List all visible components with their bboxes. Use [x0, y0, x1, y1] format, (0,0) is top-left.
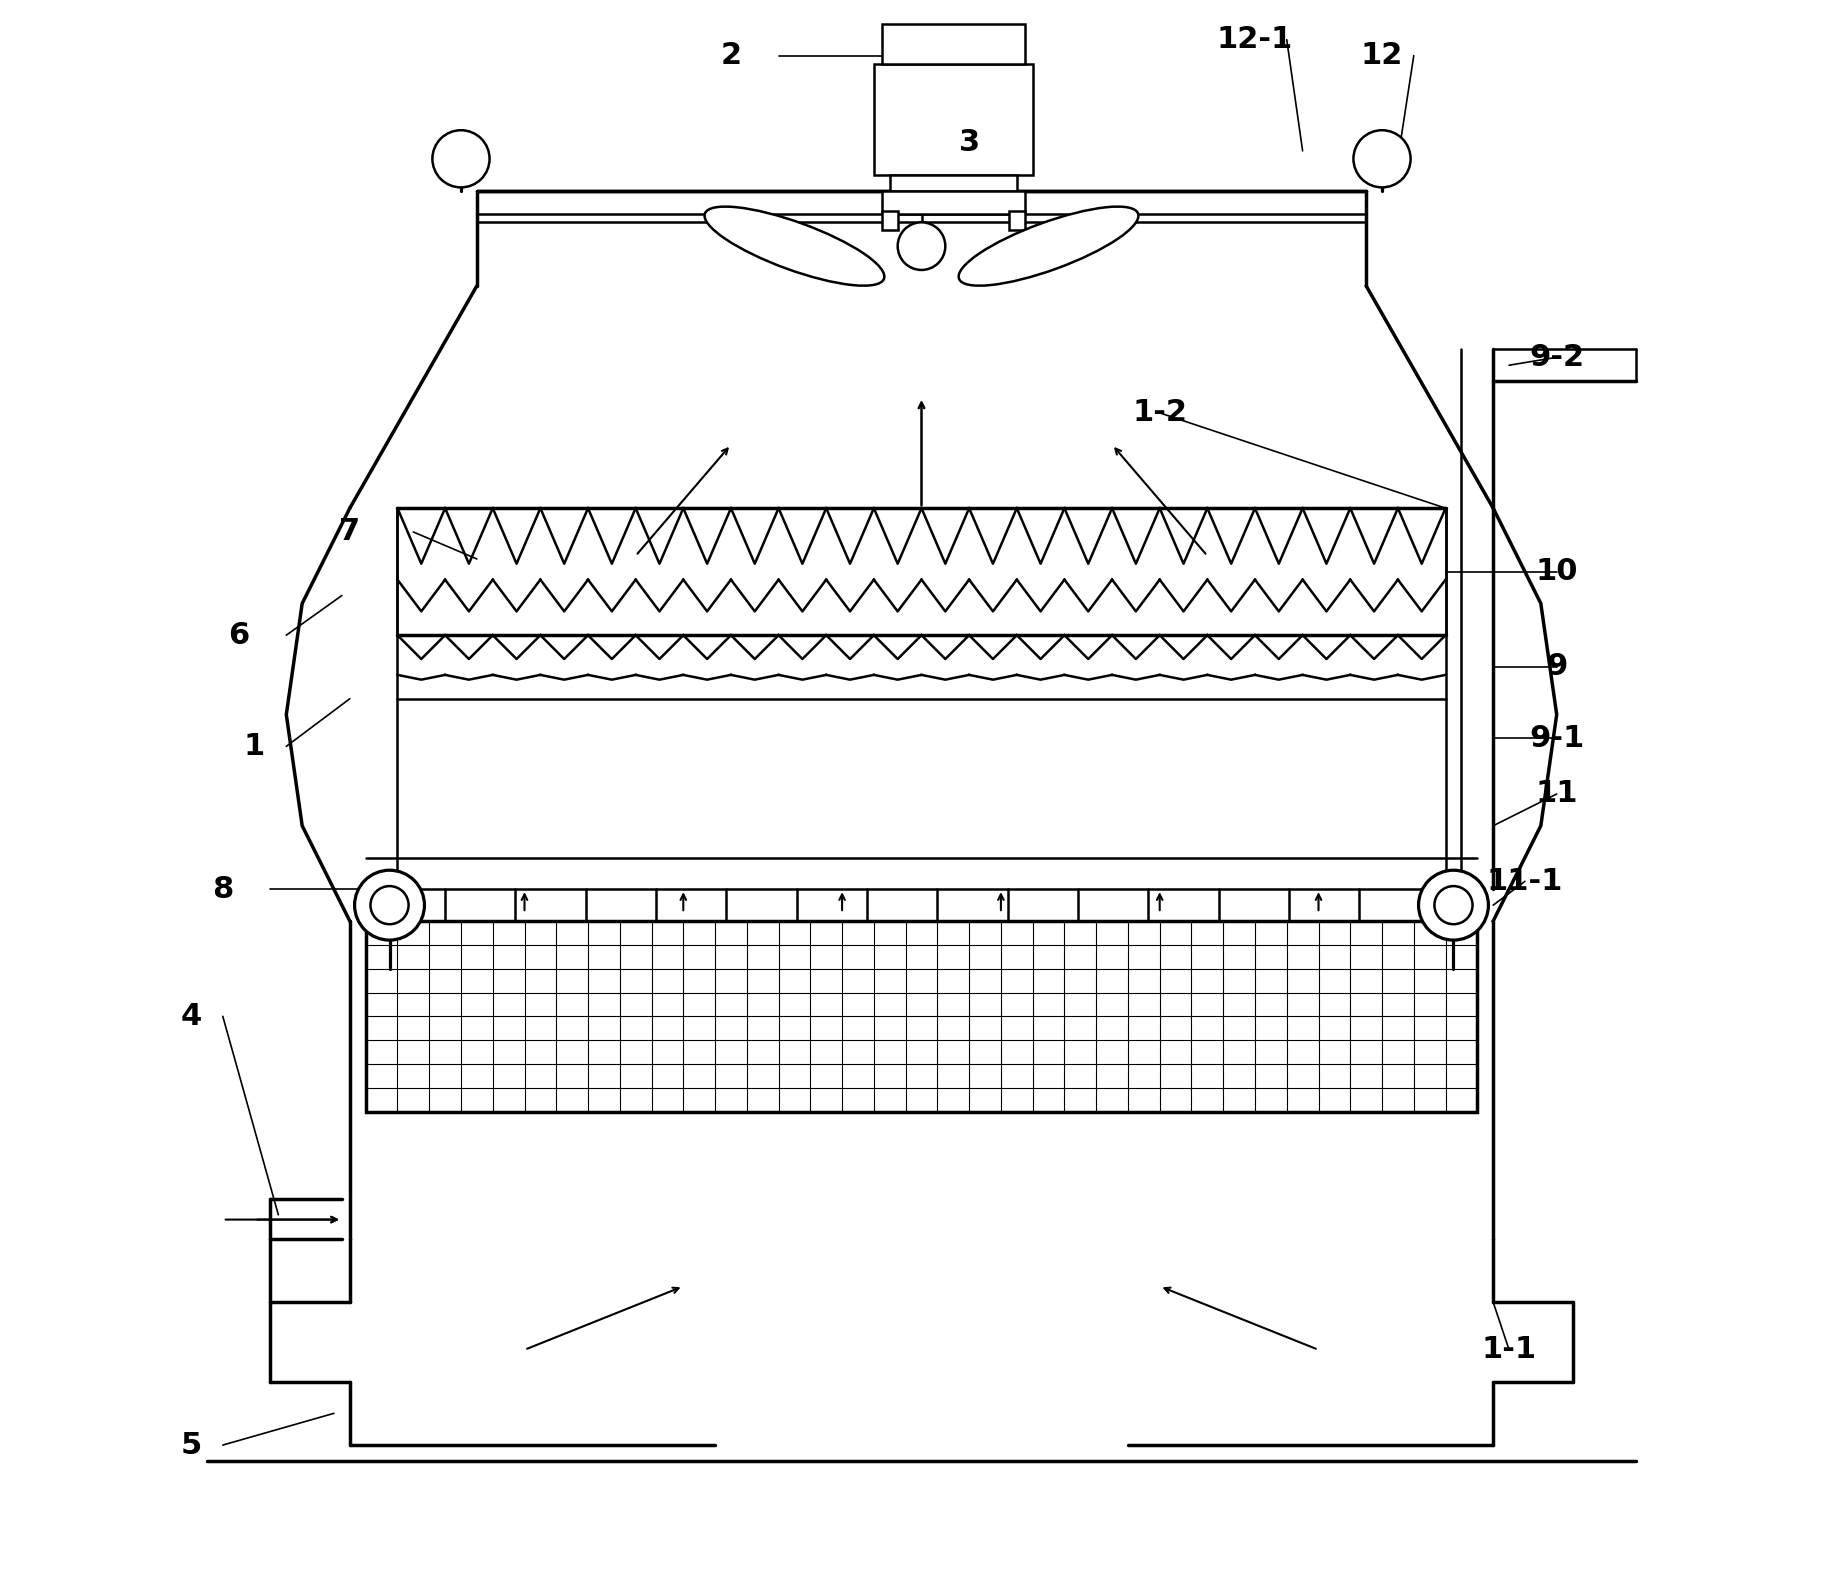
Text: 1-1: 1-1 — [1482, 1336, 1537, 1364]
Text: 12-1: 12-1 — [1216, 25, 1294, 54]
Circle shape — [1434, 886, 1473, 924]
Bar — [874, 64, 1032, 175]
Text: 9-1: 9-1 — [1530, 724, 1585, 753]
Text: 10: 10 — [1535, 557, 1578, 586]
Text: 7: 7 — [339, 518, 361, 546]
Text: 1: 1 — [243, 732, 265, 761]
Bar — [1008, 211, 1025, 230]
Circle shape — [433, 130, 490, 187]
Circle shape — [354, 870, 424, 940]
Bar — [365, 921, 1478, 1112]
Text: 11: 11 — [1535, 780, 1578, 808]
Text: 3: 3 — [958, 129, 980, 157]
Text: 2: 2 — [721, 41, 741, 70]
Text: 6: 6 — [229, 621, 249, 649]
Text: 8: 8 — [212, 875, 234, 904]
Text: 9: 9 — [1546, 653, 1567, 681]
Circle shape — [370, 886, 409, 924]
Circle shape — [1419, 870, 1489, 940]
Text: 12: 12 — [1360, 41, 1403, 70]
Ellipse shape — [704, 206, 885, 286]
Bar — [881, 24, 1025, 64]
Bar — [881, 191, 1025, 214]
Text: 9-2: 9-2 — [1530, 343, 1585, 372]
Text: 11-1: 11-1 — [1487, 867, 1563, 896]
Text: 5: 5 — [181, 1431, 201, 1459]
Circle shape — [898, 222, 945, 270]
Bar — [881, 211, 898, 230]
Text: 1-2: 1-2 — [1132, 399, 1187, 427]
Circle shape — [1353, 130, 1410, 187]
Bar — [890, 175, 1017, 191]
Text: 4: 4 — [181, 1002, 201, 1031]
Ellipse shape — [958, 206, 1139, 286]
